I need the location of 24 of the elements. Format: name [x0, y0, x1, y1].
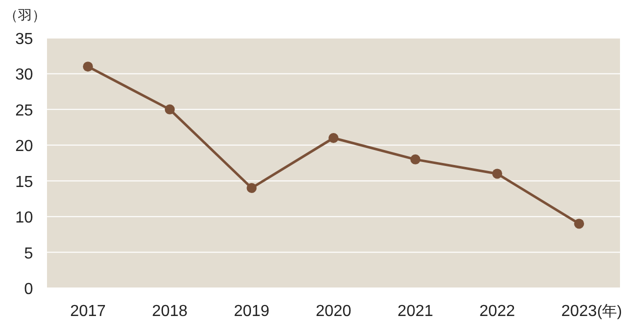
x-tick-label: 2020	[316, 303, 352, 320]
point	[492, 168, 502, 179]
x-tick-label: 2021	[398, 303, 434, 320]
point	[82, 62, 93, 72]
x-tick-label: 2019	[234, 303, 270, 320]
y-tick-label: 25	[15, 102, 34, 120]
point	[410, 154, 420, 164]
x-tick-label: 2022	[479, 303, 516, 320]
x-tick-label: 2023	[561, 303, 597, 320]
x-tick-label: 2017	[70, 303, 106, 320]
point	[328, 133, 338, 143]
y-axis-title: （羽）	[4, 7, 46, 23]
y-tick-label: 15	[15, 174, 34, 191]
y-tick-label: 5	[24, 245, 34, 262]
point	[574, 218, 584, 229]
point	[164, 104, 175, 114]
y-tick-label: 35	[15, 31, 34, 48]
y-tick-label: 0	[24, 281, 34, 298]
y-tick-label: 30	[15, 66, 34, 84]
x-tick-label: 2018	[152, 303, 188, 320]
x-axis-title: (年)	[597, 303, 622, 320]
y-tick-label: 20	[15, 138, 34, 156]
point	[246, 183, 257, 193]
y-tick-label: 10	[15, 210, 34, 227]
